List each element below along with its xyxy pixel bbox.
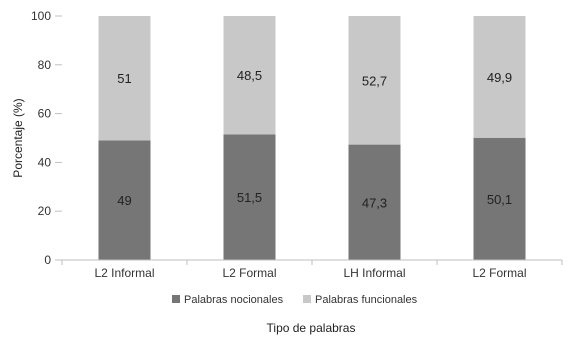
y-tick-label: 60 — [38, 107, 52, 121]
bar-segment-nocionales — [98, 140, 151, 260]
data-label: 47,3 — [362, 195, 387, 210]
x-axis-ticks: L2 Informal L2 Formal LH Informal L2 Formal — [61, 260, 563, 280]
bar-segment-nocionales — [223, 134, 276, 260]
data-label: 48,5 — [237, 68, 262, 83]
y-tick-label: 100 — [31, 9, 51, 23]
y-tick-label: 40 — [38, 155, 52, 169]
x-tick-label: L2 Formal — [472, 266, 526, 280]
x-axis-title: Tipo de palabras — [267, 321, 356, 335]
y-axis-title: Porcentaje (%) — [11, 98, 25, 177]
legend-label: Palabras funcionales — [315, 294, 418, 306]
bar-segment-funcionales — [348, 16, 401, 145]
y-tick-label: 0 — [44, 253, 51, 267]
x-tick-label: L2 Formal — [222, 266, 276, 280]
data-label: 49 — [117, 193, 131, 208]
bar-segment-funcionales — [473, 16, 526, 138]
y-axis-ticks: 0 20 40 60 80 100 — [31, 9, 62, 267]
bar-labels: 49 51 51,5 48,5 47,3 52,7 50,1 49,9 — [117, 68, 512, 210]
bar-segment-funcionales — [98, 16, 151, 141]
legend-swatch — [172, 295, 180, 303]
data-label: 51,5 — [237, 190, 262, 205]
y-tick-label: 20 — [38, 204, 52, 218]
legend-label: Palabras nocionales — [184, 294, 284, 306]
data-label: 52,7 — [362, 73, 387, 88]
bar-segment-funcionales — [223, 16, 276, 135]
bars — [98, 16, 526, 260]
data-label: 49,9 — [487, 70, 512, 85]
x-tick-label: L2 Informal — [94, 266, 154, 280]
data-label: 51 — [117, 71, 131, 86]
y-tick-label: 80 — [38, 58, 52, 72]
x-tick-label: LH Informal — [343, 266, 405, 280]
bar-segment-nocionales — [348, 144, 401, 260]
data-label: 50,1 — [487, 192, 512, 207]
legend: Palabras nocionales Palabras funcionales — [172, 294, 418, 306]
bar-segment-nocionales — [473, 137, 526, 260]
legend-swatch — [303, 295, 311, 303]
